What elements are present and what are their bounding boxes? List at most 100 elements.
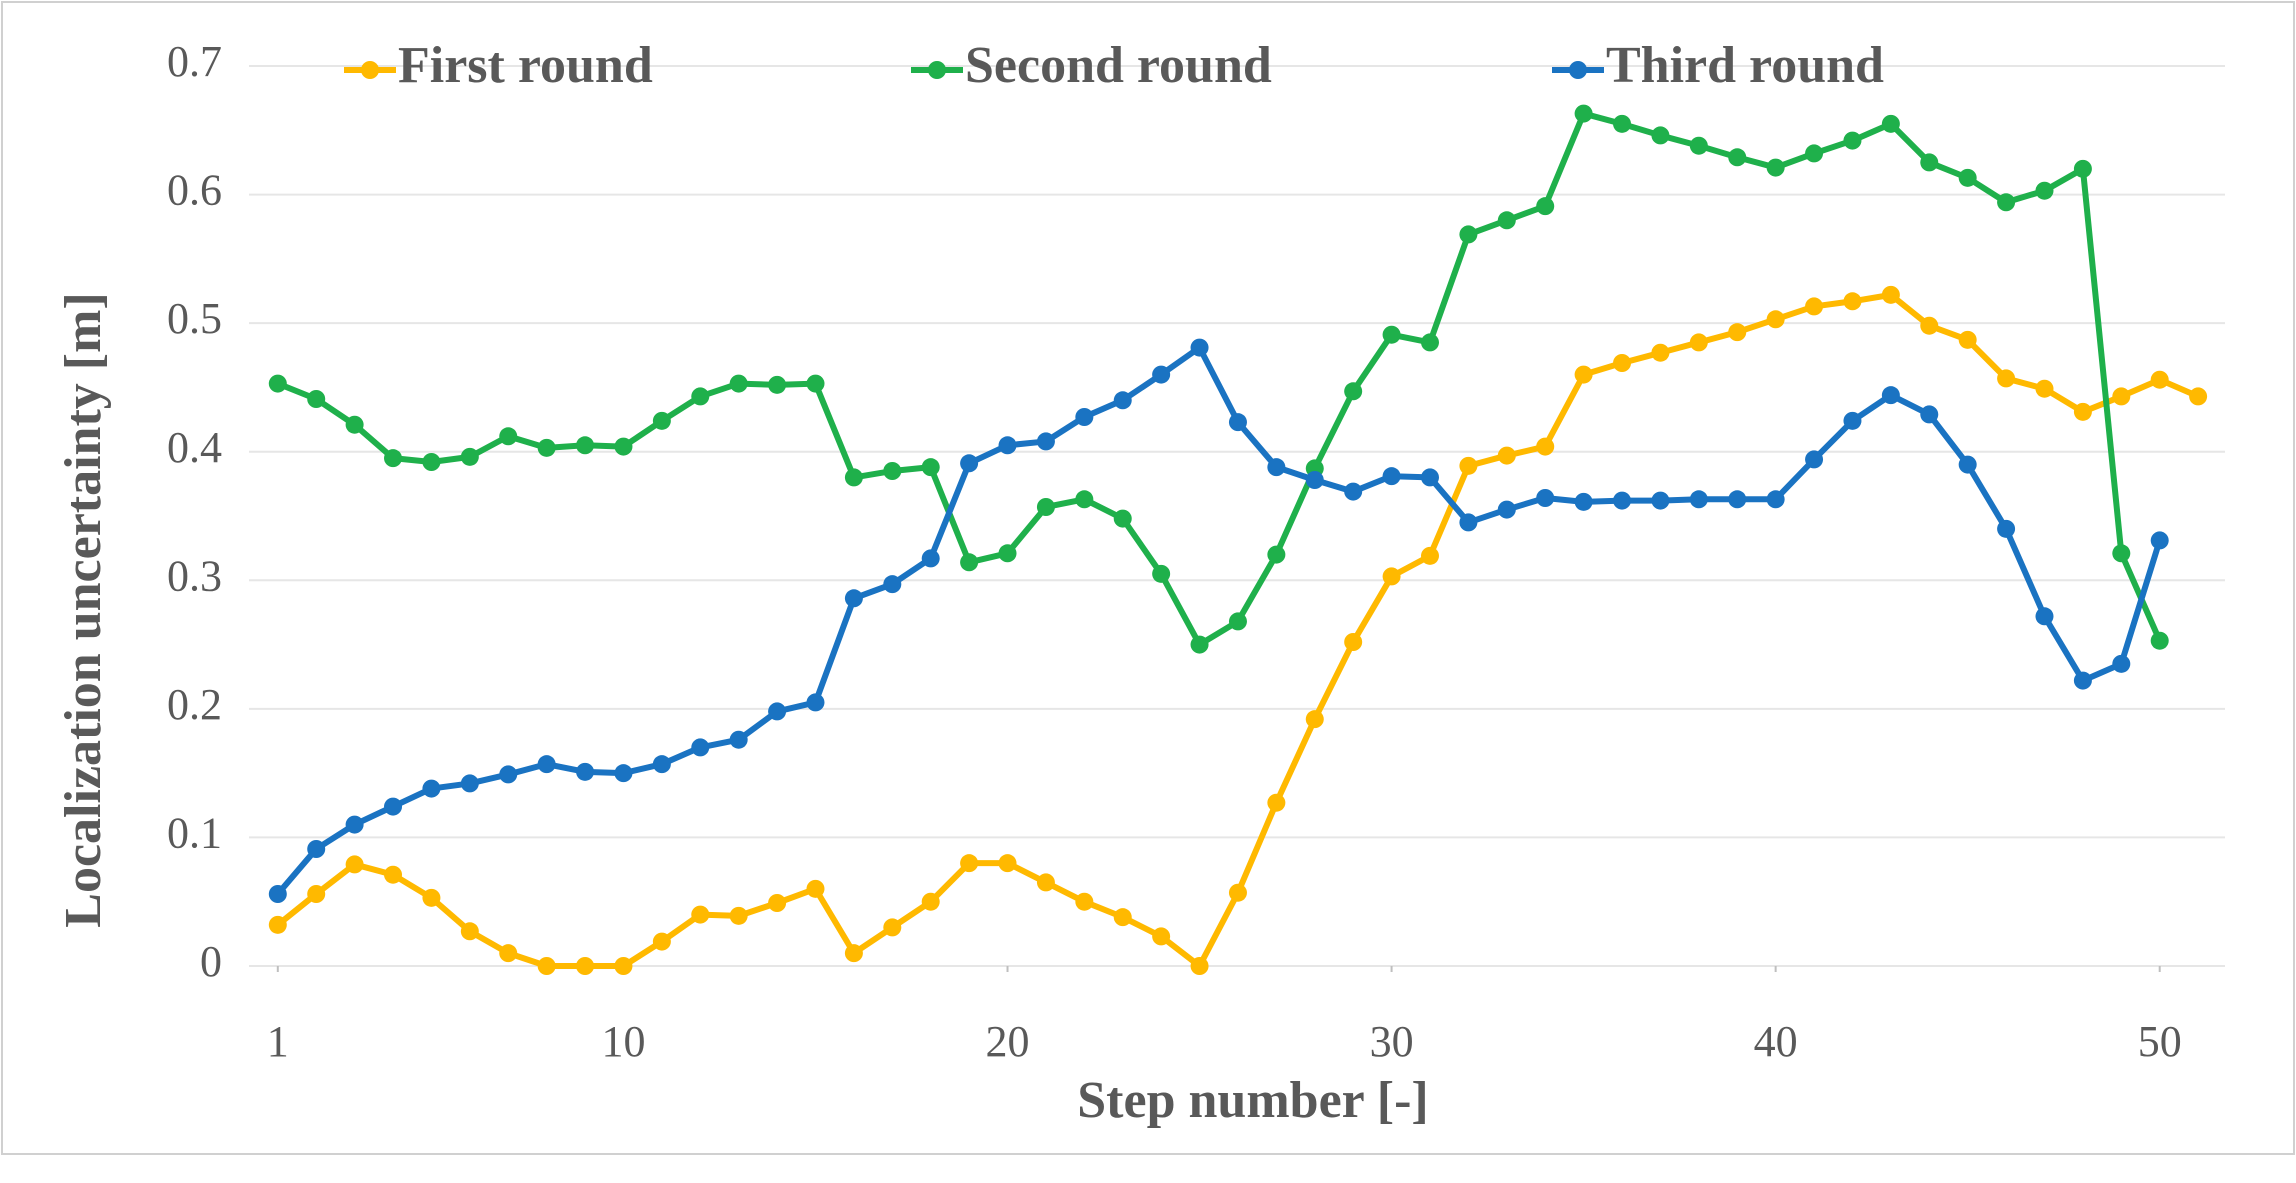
data-point <box>1689 333 1708 352</box>
data-point <box>1958 455 1977 474</box>
data-point <box>1728 148 1747 167</box>
data-point <box>1190 338 1209 357</box>
data-point <box>1228 612 1247 631</box>
data-point <box>1881 114 1900 133</box>
data-point <box>268 374 287 393</box>
data-point <box>1613 114 1632 133</box>
data-point <box>1766 310 1785 329</box>
data-point <box>1382 325 1401 344</box>
data-point <box>1536 437 1555 456</box>
data-point <box>1997 193 2016 212</box>
data-point <box>921 892 940 911</box>
data-point <box>499 944 518 963</box>
data-point <box>1574 365 1593 384</box>
data-point <box>768 894 787 912</box>
data-point <box>1881 285 1900 304</box>
data-point <box>1766 490 1785 509</box>
data-point <box>729 906 748 925</box>
data-point <box>1113 391 1132 410</box>
data-point <box>1075 490 1094 509</box>
data-point <box>307 885 326 903</box>
data-point <box>1613 491 1632 510</box>
x-tick-label: 1 <box>267 1017 289 1066</box>
data-point <box>2073 671 2092 690</box>
data-point <box>1190 957 1209 975</box>
data-point <box>883 918 902 937</box>
data-point <box>1113 908 1132 927</box>
data-point <box>614 764 633 783</box>
legend-label: Third round <box>1606 37 1884 94</box>
x-tick-label: 30 <box>1370 1017 1414 1066</box>
data-point <box>1805 144 1824 163</box>
data-point <box>960 854 979 873</box>
data-point <box>422 453 441 471</box>
data-point <box>1036 873 1055 892</box>
data-point <box>1728 490 1747 509</box>
data-point <box>1651 343 1670 362</box>
y-axis-title: Localization uncertainty [m] <box>55 292 112 927</box>
data-point <box>2150 531 2169 550</box>
data-point <box>1497 211 1516 230</box>
data-point <box>921 458 940 477</box>
data-point <box>2112 387 2131 406</box>
data-point <box>614 957 633 975</box>
data-point <box>499 765 518 784</box>
data-point <box>1536 197 1555 216</box>
data-point <box>1228 883 1247 902</box>
x-tick-label: 10 <box>601 1017 645 1066</box>
data-point <box>2035 379 2054 398</box>
data-point <box>384 449 403 468</box>
data-point <box>2035 181 2054 200</box>
data-point <box>345 815 364 834</box>
data-point <box>1075 408 1094 426</box>
data-point <box>1459 456 1478 475</box>
data-point <box>1651 491 1670 510</box>
data-point <box>883 462 902 480</box>
legend-marker <box>1569 61 1587 79</box>
data-point <box>729 374 748 393</box>
data-point <box>460 922 479 941</box>
data-point <box>883 575 902 594</box>
data-point <box>576 436 595 455</box>
data-point <box>460 447 479 466</box>
data-point <box>1305 471 1324 489</box>
y-tick-label: 0.4 <box>167 423 222 472</box>
data-point <box>1344 633 1363 651</box>
data-point <box>1613 354 1632 372</box>
data-point <box>1497 500 1516 519</box>
data-point <box>2150 631 2169 650</box>
data-point <box>1689 490 1708 509</box>
data-point <box>1344 482 1363 501</box>
data-point <box>652 932 671 951</box>
data-point <box>345 855 364 874</box>
data-point <box>1420 468 1439 487</box>
data-point <box>691 738 710 757</box>
data-point <box>960 454 979 473</box>
data-point <box>384 865 403 884</box>
y-tick-label: 0.6 <box>167 166 222 215</box>
data-point <box>1267 545 1286 564</box>
chart-frame <box>1 1 2295 1155</box>
data-point <box>1036 432 1055 451</box>
data-point <box>1574 104 1593 123</box>
data-point <box>691 387 710 406</box>
data-point <box>921 549 940 568</box>
data-point <box>307 390 326 408</box>
data-point <box>614 437 633 456</box>
data-point <box>844 589 863 608</box>
data-point <box>345 415 364 434</box>
data-point <box>652 755 671 774</box>
data-point <box>537 755 556 774</box>
data-point <box>1805 297 1824 316</box>
data-point <box>1843 411 1862 430</box>
data-point <box>1228 413 1247 432</box>
data-point <box>537 438 556 457</box>
data-point <box>768 375 787 394</box>
data-point <box>844 468 863 487</box>
data-point <box>1997 519 2016 538</box>
data-point <box>1497 446 1516 465</box>
data-point <box>729 730 748 749</box>
data-point <box>1382 567 1401 586</box>
data-point <box>998 436 1017 455</box>
